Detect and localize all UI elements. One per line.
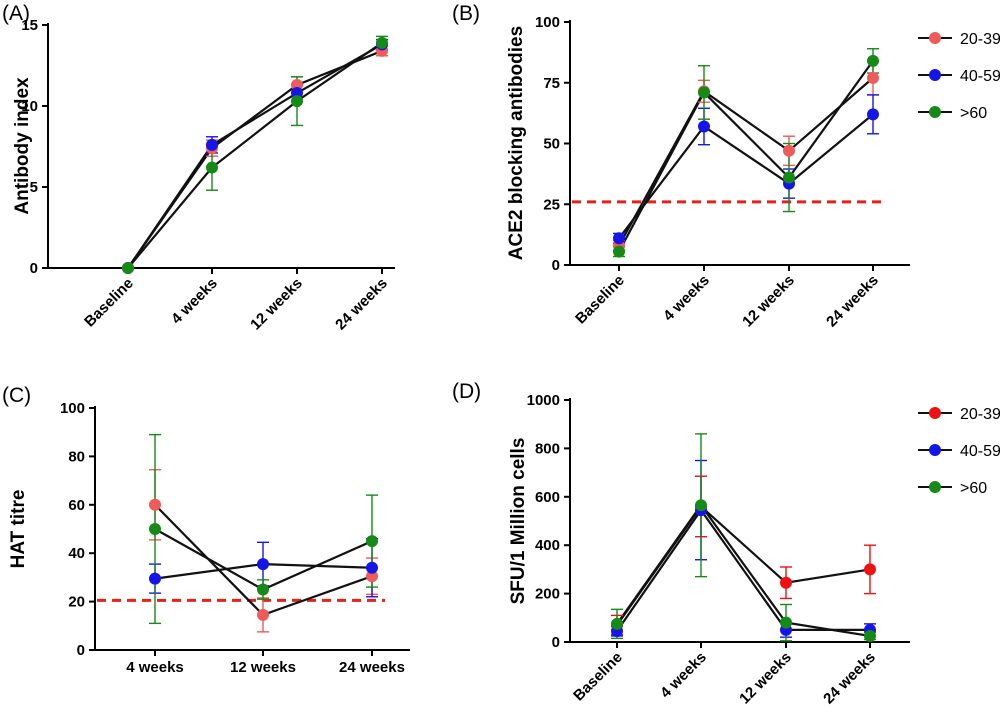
x-tick-label: 24 weeks bbox=[823, 272, 882, 331]
data-point-s60 bbox=[698, 86, 710, 99]
chart-panel-4: (D) SFU/1 Million cells 0 200 400 600 800 1000 B… bbox=[452, 380, 1000, 707]
data-point-s40_59 bbox=[613, 232, 625, 245]
x-tick-label: 12 weeks bbox=[739, 272, 798, 331]
y-tick-label: 20 bbox=[68, 594, 85, 611]
legend: 20-39 40-59 >60 bbox=[918, 31, 1000, 122]
data-point-s40_59 bbox=[149, 572, 161, 585]
data-point-s60 bbox=[376, 36, 388, 49]
data-point-s60 bbox=[149, 523, 161, 535]
series-line-s60 bbox=[127, 41, 383, 269]
y-tick-label: 25 bbox=[543, 196, 560, 213]
series-line-s20_39 bbox=[127, 49, 383, 269]
data-point-s20_39 bbox=[864, 563, 876, 576]
y-tick-label: 10 bbox=[21, 98, 38, 115]
data-point-s40_59 bbox=[867, 108, 879, 121]
x-tick-label: 12 weeks bbox=[247, 275, 306, 334]
panel-label: (C) bbox=[2, 384, 31, 407]
x-tick-label: 24 weeks bbox=[332, 275, 391, 334]
chart-panel-2: (B) ACE2 blocking antibodies 0 25 50 75 100 Bas… bbox=[452, 2, 1000, 330]
data-point-s20_39 bbox=[149, 498, 161, 511]
legend-marker-s60 bbox=[929, 481, 941, 493]
y-tick-label: 0 bbox=[552, 634, 560, 651]
y-tick-label: 100 bbox=[60, 400, 85, 417]
y-tick-label: 600 bbox=[535, 489, 560, 506]
series-line-s20_39 bbox=[618, 77, 874, 247]
y-tick-label: 200 bbox=[535, 586, 560, 603]
x-tick-label: 24 weeks bbox=[820, 649, 879, 708]
y-axis-title: SFU/1 Million cells bbox=[508, 438, 529, 605]
x-tick-label: 4 weeks bbox=[660, 272, 713, 325]
legend-marker-s20_39 bbox=[929, 407, 941, 419]
x-tick-label: 12 weeks bbox=[736, 649, 795, 708]
chart-panel-3: (C) HAT titre 0 20 40 60 80 100 4 weeks 12 weeks 2… bbox=[2, 384, 410, 676]
legend-marker-s60 bbox=[929, 106, 941, 118]
data-point-s60 bbox=[257, 583, 269, 596]
legend-marker-s40_59 bbox=[929, 69, 941, 81]
data-point-s20_39 bbox=[780, 576, 792, 589]
y-tick-label: 75 bbox=[543, 75, 560, 92]
data-point-s60 bbox=[291, 95, 303, 108]
data-point-s40_59 bbox=[206, 138, 218, 151]
data-point-s60 bbox=[783, 171, 795, 184]
data-point-s60 bbox=[780, 616, 792, 629]
data-point-s60 bbox=[366, 535, 378, 548]
x-tick-label: 12 weeks bbox=[230, 659, 296, 676]
data-point-s60 bbox=[864, 629, 876, 642]
y-tick-label: 40 bbox=[68, 545, 85, 562]
data-point-s60 bbox=[206, 161, 218, 174]
data-point-s60 bbox=[695, 499, 707, 512]
legend: 20-39 40-59 >60 bbox=[918, 406, 1000, 497]
panel-label: (D) bbox=[452, 380, 481, 403]
y-tick-label: 60 bbox=[68, 497, 85, 514]
legend-marker-s40_59 bbox=[929, 444, 941, 456]
y-tick-label: 15 bbox=[21, 17, 38, 34]
series-line-s60 bbox=[618, 60, 874, 253]
data-point-s60 bbox=[613, 245, 625, 258]
data-point-s60 bbox=[867, 54, 879, 67]
y-axis-title: ACE2 blocking antibodies bbox=[506, 26, 527, 260]
data-point-s60 bbox=[611, 617, 623, 630]
data-point-s20_39 bbox=[257, 608, 269, 621]
y-tick-label: 100 bbox=[535, 14, 560, 31]
legend-label-s20_39: 20-39 bbox=[960, 406, 1000, 423]
chart-panel-1: (A) Antibody index 0 5 10 15 Baseline 4 weeks 12… bbox=[2, 2, 395, 333]
y-tick-label: 50 bbox=[543, 136, 560, 153]
panel-label: (A) bbox=[2, 2, 30, 25]
y-tick-label: 1000 bbox=[527, 392, 560, 409]
y-tick-label: 5 bbox=[30, 179, 38, 196]
x-tick-label: Baseline bbox=[81, 275, 137, 331]
y-tick-label: 80 bbox=[68, 448, 85, 465]
data-point-s40_59 bbox=[257, 558, 269, 571]
y-tick-label: 800 bbox=[535, 440, 560, 457]
y-tick-label: 0 bbox=[77, 642, 85, 659]
legend-label-s60: >60 bbox=[960, 105, 987, 122]
x-tick-label: Baseline bbox=[572, 272, 628, 328]
legend-label-s40_59: 40-59 bbox=[960, 443, 1000, 460]
panel-label: (B) bbox=[452, 2, 480, 25]
data-point-s20_39 bbox=[783, 144, 795, 157]
series-line-s40_59 bbox=[618, 113, 874, 239]
legend-label-s60: >60 bbox=[960, 480, 987, 497]
data-point-s60 bbox=[122, 262, 134, 274]
y-tick-label: 0 bbox=[30, 260, 38, 277]
legend-label-s40_59: 40-59 bbox=[960, 68, 1000, 85]
data-point-s20_39 bbox=[867, 71, 879, 84]
data-point-s40_59 bbox=[698, 120, 710, 133]
y-axis-title: HAT titre bbox=[8, 490, 29, 569]
x-tick-label: 4 weeks bbox=[168, 275, 221, 328]
y-axis-title: Antibody index bbox=[12, 77, 33, 215]
legend-label-s20_39: 20-39 bbox=[960, 31, 1000, 48]
legend-marker-s20_39 bbox=[929, 32, 941, 44]
data-point-s20_39 bbox=[366, 570, 378, 583]
y-tick-label: 0 bbox=[552, 257, 560, 274]
data-point-s40_59 bbox=[366, 561, 378, 574]
x-tick-label: 4 weeks bbox=[126, 659, 184, 676]
y-tick-label: 400 bbox=[535, 537, 560, 554]
series-line-s60 bbox=[616, 503, 871, 638]
x-tick-label: 24 weeks bbox=[339, 659, 405, 676]
x-tick-label: 4 weeks bbox=[657, 649, 710, 702]
series-line-s40_59 bbox=[127, 43, 383, 269]
x-tick-label: Baseline bbox=[570, 649, 626, 705]
